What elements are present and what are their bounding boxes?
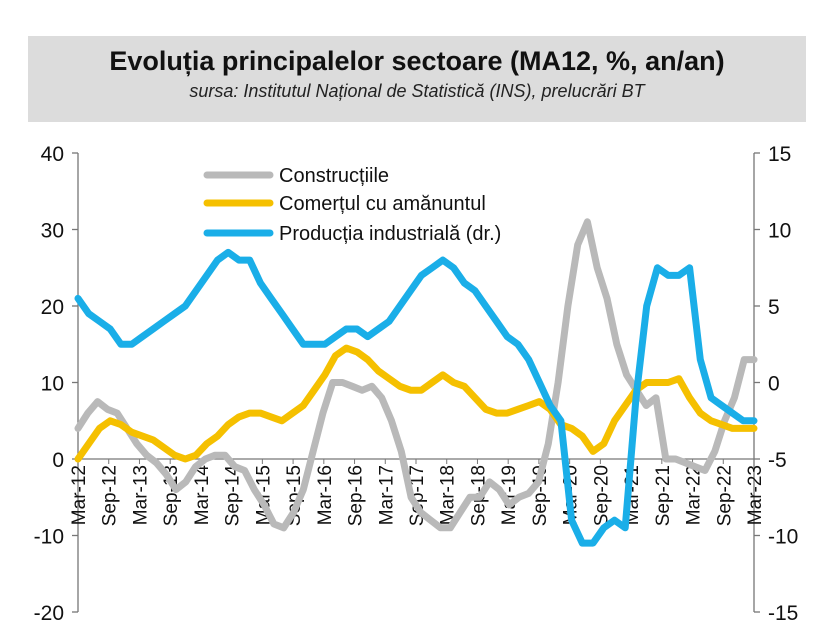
chart-header: Evoluția principalelor sectoare (MA12, %…: [28, 36, 806, 122]
x-tick-label: Sep-16: [346, 465, 367, 526]
y-tick-label-left: 30: [41, 220, 64, 243]
x-tick-label: Sep-19: [530, 465, 551, 526]
x-tick-label: Mar-23: [745, 465, 766, 525]
y-tick-label-right: -10: [768, 526, 798, 549]
x-tick-label: Mar-22: [684, 465, 705, 525]
legend-label-2: Comerțul cu amănuntul: [279, 193, 486, 215]
x-tick-label: Mar-16: [315, 465, 336, 525]
axes-layer: 40 30 20 10 0 -10 -20 15 10 5 0 -5 -10 -15 Mar-12 Sep-1…: [34, 143, 799, 625]
x-tick-label: Mar-18: [438, 465, 459, 525]
x-tick-label: Mar-19: [499, 465, 520, 525]
legend-label-1: Construcțiile: [279, 165, 389, 187]
legend-label-3: Producția industrială (dr.): [279, 223, 501, 245]
x-tick-label: Mar-12: [69, 465, 90, 525]
y-tick-label-right: 0: [768, 373, 780, 396]
x-tick-label: Sep-14: [223, 465, 244, 527]
series-line-3: [74, 248, 758, 547]
y-tick-label-left: 40: [41, 143, 64, 166]
chart-title: Evoluția principalelor sectoare (MA12, %…: [109, 46, 725, 76]
x-tick-label: Sep-21: [653, 465, 674, 526]
x-tick-label: Sep-12: [100, 465, 121, 526]
series-layer: [74, 218, 758, 547]
y-tick-label-left: 10: [41, 373, 64, 396]
legend: Construcțiile Comerțul cu amănuntul Produc…: [203, 165, 501, 245]
y-tick-label-right: 5: [768, 296, 780, 319]
y-tick-label-right: 10: [768, 220, 791, 243]
x-tick-label: Sep-20: [591, 465, 612, 526]
x-tick-label: Sep-22: [714, 465, 735, 526]
y-tick-label-right: -5: [768, 449, 787, 472]
y-tick-label-left: 20: [41, 296, 64, 319]
series-line-2: [74, 344, 758, 463]
y-tick-label-right: -15: [768, 602, 798, 625]
y-tick-label-left: -10: [34, 526, 64, 549]
x-tick-label: Sep-15: [284, 465, 305, 526]
series-line-1: [74, 218, 758, 532]
x-tick-label: Mar-13: [130, 465, 151, 525]
y-tick-label-left: -20: [34, 602, 64, 625]
y-tick-label-left: 0: [52, 449, 64, 472]
y-tick-label-right: 15: [768, 143, 791, 166]
x-tick-label: Mar-17: [376, 465, 397, 525]
chart-subtitle: sursa: Institutul Național de Statistică…: [189, 81, 645, 101]
x-tick-label: Mar-14: [192, 465, 213, 526]
